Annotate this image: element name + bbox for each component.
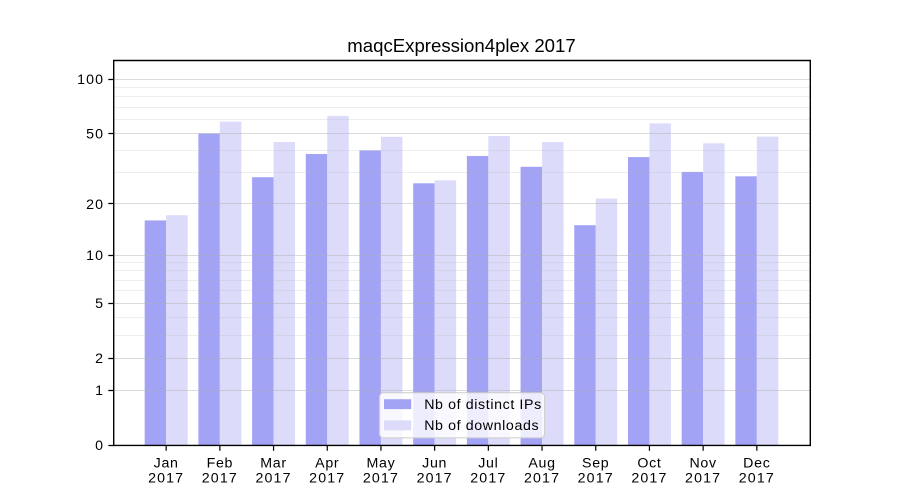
svg-text:Feb: Feb <box>207 455 234 471</box>
svg-text:20: 20 <box>86 197 104 213</box>
svg-text:Jun: Jun <box>422 455 447 471</box>
svg-text:2017: 2017 <box>578 470 614 486</box>
svg-text:2017: 2017 <box>524 470 560 486</box>
svg-text:Oct: Oct <box>637 455 661 471</box>
svg-text:Nb of distinct IPs: Nb of distinct IPs <box>424 397 542 413</box>
svg-text:Sep: Sep <box>582 455 609 471</box>
svg-text:0: 0 <box>95 438 104 454</box>
svg-text:Nb of downloads: Nb of downloads <box>424 418 539 434</box>
svg-text:Mar: Mar <box>260 455 287 471</box>
svg-text:maqcExpression4plex 2017: maqcExpression4plex 2017 <box>347 35 575 56</box>
svg-text:Dec: Dec <box>743 455 770 471</box>
svg-text:Nov: Nov <box>689 455 717 471</box>
svg-text:2: 2 <box>95 351 104 367</box>
svg-text:May: May <box>366 455 395 471</box>
svg-text:10: 10 <box>86 248 104 264</box>
svg-text:2017: 2017 <box>417 470 453 486</box>
svg-text:2017: 2017 <box>148 470 184 486</box>
svg-text:2017: 2017 <box>363 470 399 486</box>
svg-text:100: 100 <box>77 72 104 88</box>
svg-text:2017: 2017 <box>739 470 775 486</box>
svg-text:Jan: Jan <box>154 455 179 471</box>
svg-text:1: 1 <box>95 383 104 399</box>
svg-text:2017: 2017 <box>202 470 238 486</box>
svg-text:2017: 2017 <box>309 470 345 486</box>
svg-text:50: 50 <box>86 126 104 142</box>
svg-text:Aug: Aug <box>528 455 555 471</box>
svg-text:2017: 2017 <box>631 470 667 486</box>
svg-text:5: 5 <box>95 296 104 312</box>
svg-text:Apr: Apr <box>315 455 339 471</box>
svg-text:2017: 2017 <box>255 470 291 486</box>
svg-text:2017: 2017 <box>470 470 506 486</box>
svg-text:2017: 2017 <box>685 470 721 486</box>
svg-text:Jul: Jul <box>478 455 498 471</box>
